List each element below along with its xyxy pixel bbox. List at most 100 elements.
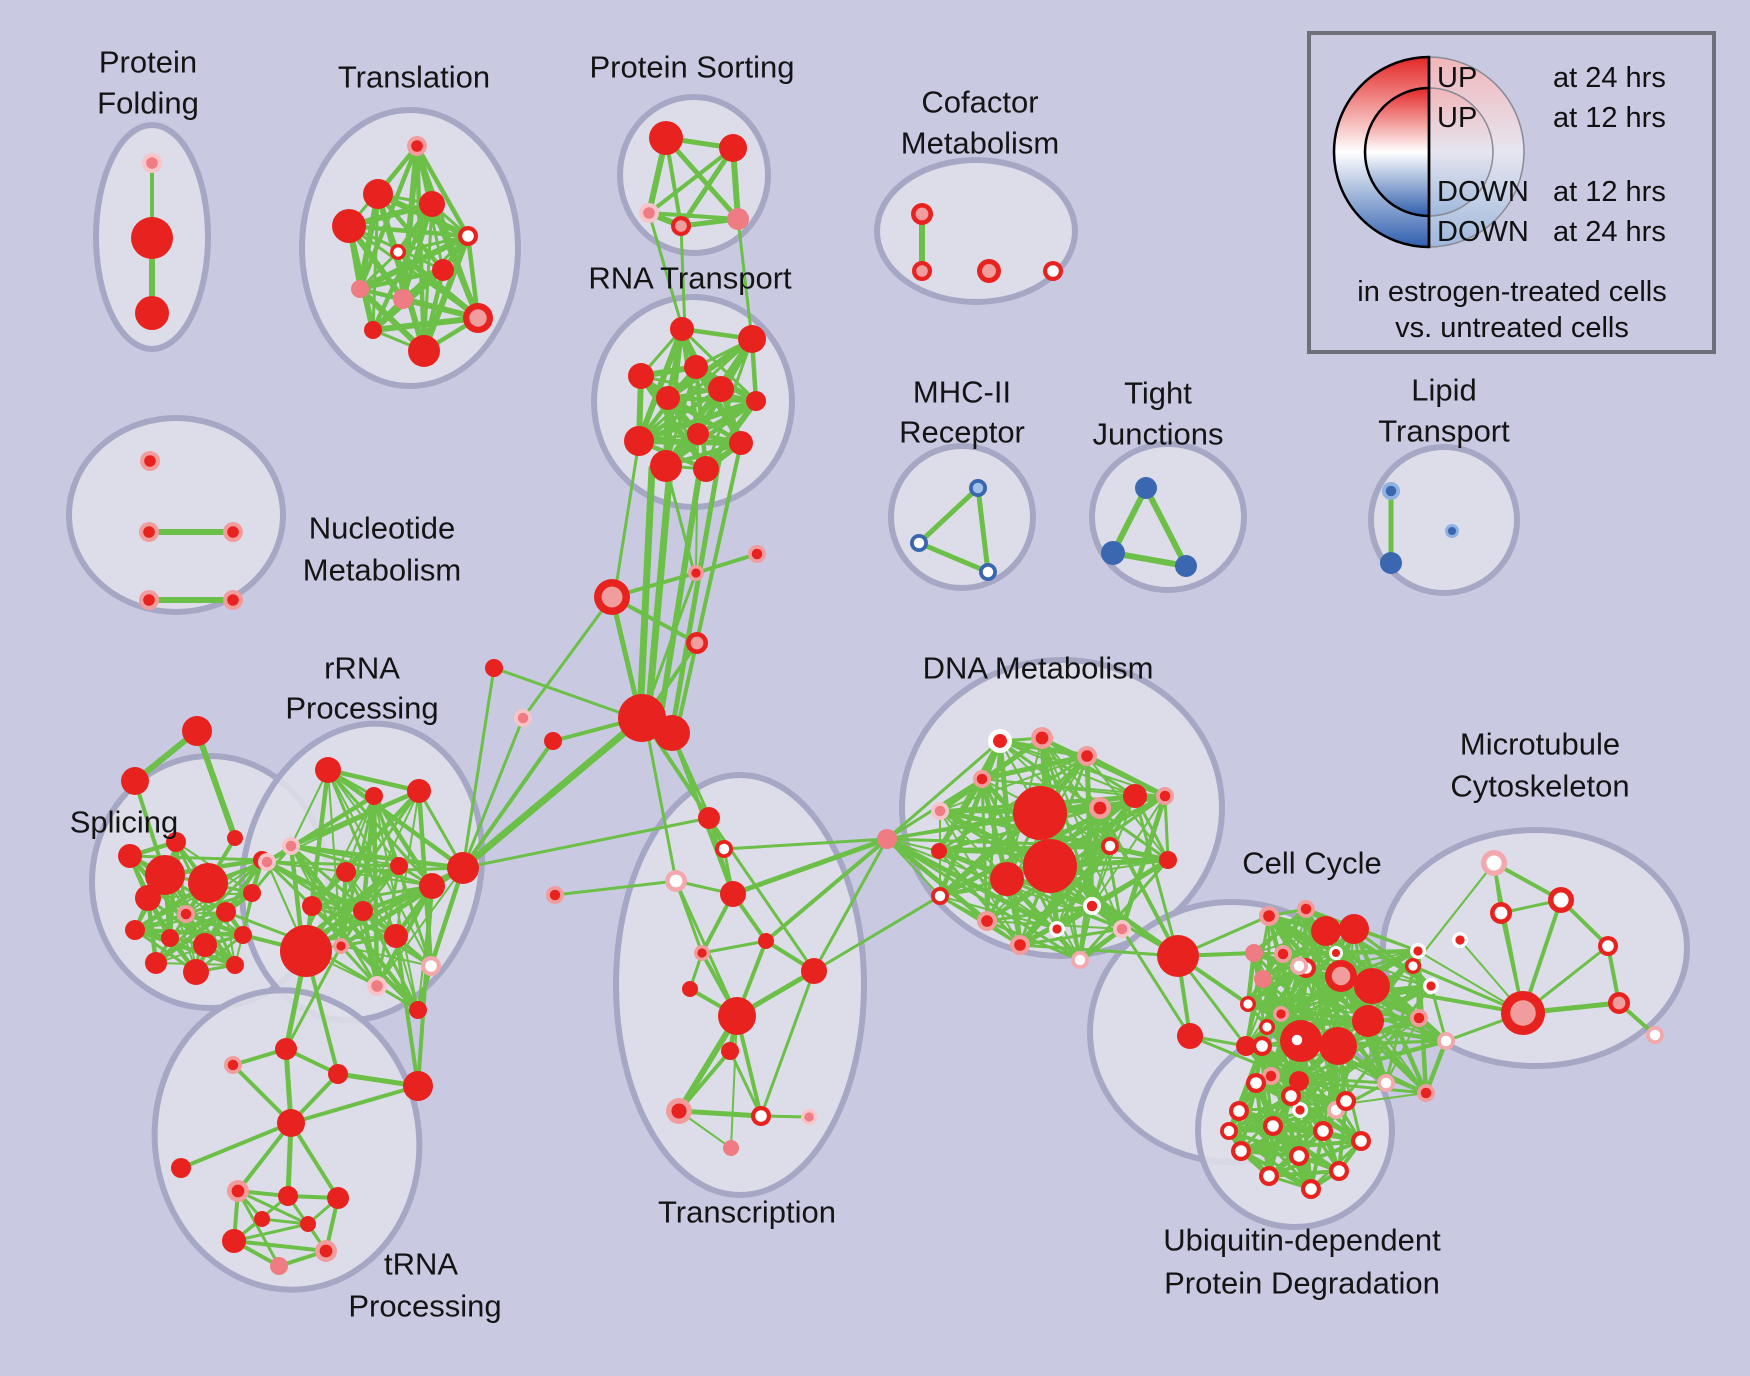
trna-processing-node	[277, 1109, 305, 1137]
cell-cycle-node-core	[1265, 1070, 1277, 1082]
splicing-node-core	[180, 908, 192, 920]
connector-node-core	[517, 712, 529, 724]
trna-processing-ellipse	[151, 987, 423, 1293]
ubiquitin-degradation-node-core	[1317, 1125, 1329, 1137]
cell-cycle-node	[1289, 1071, 1309, 1091]
translation-node	[419, 191, 445, 217]
rna-transport-edge	[638, 373, 709, 472]
rrna-processing-edge	[310, 904, 398, 938]
cell-cycle-edge	[1385, 1017, 1420, 1084]
dna-metabolism-edge	[1163, 794, 1170, 862]
dna-metabolism-edge	[886, 838, 941, 897]
cell-cycle-node-core	[1380, 1077, 1392, 1089]
dna-metabolism-edge	[1078, 858, 1170, 962]
rrna-processing-edge	[325, 767, 422, 794]
splicing-node	[234, 926, 252, 944]
mhc-ii-receptor-ellipse	[888, 443, 1036, 591]
rrna-processing-edge	[288, 843, 466, 871]
rna-transport-node	[684, 355, 708, 379]
rrna-processing-edge	[375, 864, 401, 988]
protein-sorting-edge	[663, 135, 741, 222]
dna-metabolism-node-core	[1093, 801, 1107, 815]
inter-cluster-edge	[679, 224, 687, 333]
connector-node	[618, 694, 666, 742]
legend-direction-label: DOWN	[1437, 176, 1529, 208]
nucleotide-metabolism-node-core	[227, 526, 239, 538]
lipid-transport-node-core	[1447, 526, 1457, 536]
inter-cluster-edge	[612, 439, 641, 601]
rrna-processing-node	[336, 862, 356, 882]
tight-junctions-edge	[1110, 485, 1149, 556]
transcription-node-core	[671, 1103, 687, 1119]
connector-node	[1157, 935, 1199, 977]
cell-cycle-label: Cell Cycle	[1242, 846, 1382, 881]
inter-cluster-edge	[676, 441, 743, 728]
inter-cluster-edge	[194, 728, 238, 841]
rna-transport-edge	[636, 386, 724, 444]
trna-processing-node	[171, 1158, 191, 1178]
protein-sorting-label: Protein Sorting	[589, 50, 794, 85]
rna-transport-node	[650, 450, 682, 482]
dna-metabolism-node	[1123, 784, 1147, 808]
tight-junctions-node	[1135, 477, 1157, 499]
cell-cycle-node	[1339, 914, 1369, 944]
trna-processing-node-core	[319, 1244, 333, 1258]
transcription-edge	[730, 1015, 738, 1149]
lipid-transport-label: Lipid	[1411, 373, 1477, 408]
lipid-transport-label: Transport	[1378, 414, 1510, 449]
transcription-node-core	[755, 1110, 767, 1122]
legend-direction-label: UP	[1437, 62, 1477, 94]
ubiquitin-degradation-node-core	[1256, 1040, 1268, 1052]
rrna-processing-node	[365, 787, 383, 805]
cofactor-metabolism-node-core	[915, 207, 929, 221]
rrna-processing-node-core	[261, 856, 273, 868]
dna-metabolism-edge	[1084, 753, 1168, 799]
ubiquitin-degradation-node-core	[1223, 1125, 1235, 1137]
connector-node	[121, 767, 149, 795]
translation-edge	[346, 223, 376, 333]
ubiquitin-degradation-node-core	[1291, 1034, 1303, 1046]
translation-node	[408, 335, 440, 367]
ubiquitin-degradation-edge	[1267, 1169, 1341, 1178]
trna-processing-node-core	[231, 1184, 245, 1198]
rrna-processing-node	[280, 925, 332, 977]
translation-edge	[370, 315, 481, 333]
lipid-transport-ellipse	[1368, 444, 1520, 596]
ubiquitin-degradation-edge	[1227, 1129, 1341, 1173]
inter-cluster-edge	[636, 464, 656, 720]
trna-processing-node	[327, 1187, 349, 1209]
trna-processing-node	[278, 1186, 298, 1206]
ubiquitin-degradation-label: Protein Degradation	[1164, 1266, 1440, 1301]
inter-cluster-edge	[695, 433, 699, 572]
cell-cycle-node	[1254, 970, 1272, 988]
cell-cycle-node-core	[1331, 948, 1341, 958]
translation-edge	[346, 223, 471, 239]
cell-cycle-node	[1319, 1027, 1357, 1065]
inter-cluster-edge	[730, 836, 890, 897]
transcription-node	[718, 997, 756, 1035]
trna-processing-label: Processing	[348, 1289, 501, 1324]
splicing-node	[118, 844, 142, 868]
inter-cluster-edge	[492, 666, 620, 714]
rna-transport-edge	[639, 374, 758, 403]
cell-cycle-edge	[1280, 948, 1421, 957]
cell-cycle-node-core	[1276, 1009, 1286, 1019]
rrna-processing-node	[384, 924, 408, 948]
mhc-ii-receptor-edge	[916, 485, 981, 546]
inter-cluster-edge	[461, 716, 525, 870]
ubiquitin-degradation-node-core	[1235, 1145, 1247, 1157]
splicing-edge	[153, 890, 255, 966]
translation-node-core	[462, 230, 474, 242]
splicing-node	[135, 885, 161, 911]
cluster-labels: Protein Folding Translation Protein Sorting…	[70, 45, 1630, 1324]
rrna-processing-edge	[310, 884, 434, 908]
inter-cluster-edge	[644, 466, 674, 722]
protein-sorting-edge	[647, 146, 735, 215]
translation-label: Translation	[338, 60, 490, 95]
translation-node-core	[469, 309, 487, 327]
protein-sorting-node	[649, 121, 683, 155]
dna-metabolism-edge	[1017, 843, 1113, 948]
rrna-processing-node	[409, 1001, 427, 1019]
rrna-processing-edge	[327, 769, 432, 967]
inter-cluster-edge	[664, 464, 696, 574]
